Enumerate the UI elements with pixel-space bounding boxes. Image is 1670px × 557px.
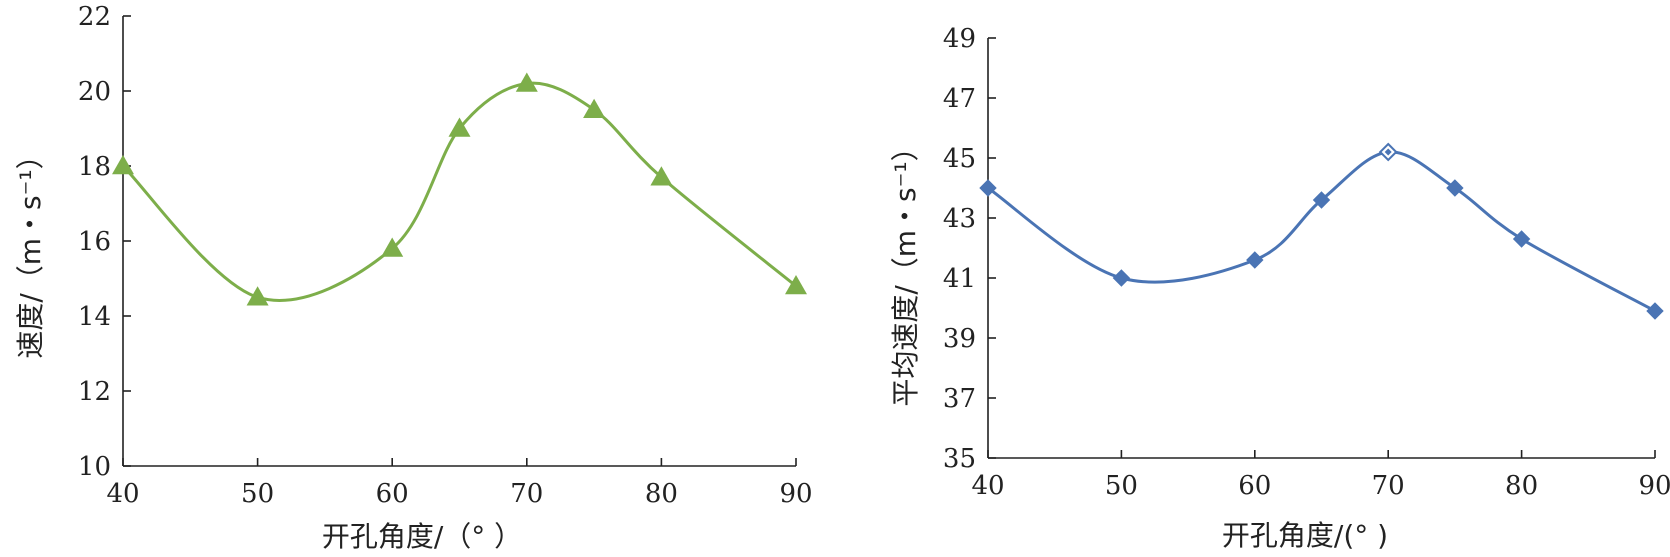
right-y-tick-label: 37 — [943, 384, 976, 414]
left-data-point — [785, 275, 807, 295]
right-data-point — [1646, 302, 1664, 320]
right-data-point — [1112, 269, 1131, 287]
left-x-tick-label: 40 — [106, 479, 139, 509]
right-data-point — [1312, 191, 1331, 209]
right-y-tick-label: 47 — [943, 84, 976, 114]
left-x-tick-label: 50 — [241, 479, 274, 509]
left-x-tick-label: 70 — [510, 479, 543, 509]
right-y-tick-label: 39 — [943, 324, 976, 354]
right-data-point — [979, 179, 997, 197]
right-x-tick-label: 40 — [971, 471, 1004, 501]
right-data-point-center — [1384, 148, 1392, 156]
right-y-tick-label: 43 — [943, 204, 976, 234]
right-x-tick-label: 70 — [1372, 471, 1405, 501]
left-x-tick-label: 90 — [779, 479, 812, 509]
right-x-tick-label: 50 — [1105, 471, 1138, 501]
right-y-tick-label: 45 — [943, 144, 976, 174]
right-data-point — [1246, 251, 1264, 269]
left-chart: 10 12 14 16 18 20 22 40 50 60 70 80 90 开孔角度/（° ） 速度/… — [14, 2, 813, 553]
left-data-point — [583, 98, 606, 118]
right-data-point — [1446, 179, 1464, 197]
left-x-axis-label: 开孔角度/（° ） — [322, 520, 522, 553]
right-series-line — [987, 150, 1656, 313]
right-x-axis-label: 开孔角度/(° ) — [1222, 519, 1388, 552]
left-y-tick-label: 22 — [78, 2, 111, 32]
left-y-tick-label: 18 — [78, 152, 111, 182]
right-chart: 35 37 39 41 43 45 47 49 40 50 60 70 80 90 开孔角度/(° ) 平… — [889, 24, 1670, 552]
left-data-point — [650, 166, 673, 186]
right-data-point — [1512, 230, 1531, 248]
left-data-point — [112, 155, 134, 175]
left-series-line — [121, 81, 797, 302]
right-y-tick-label: 35 — [943, 444, 976, 474]
left-y-tick-label: 14 — [78, 302, 111, 332]
right-y-axis-label: 平均速度/（m・s⁻¹） — [889, 133, 922, 406]
left-y-tick-label: 12 — [78, 377, 111, 407]
left-data-point — [515, 72, 538, 92]
right-y-tick-label: 49 — [943, 24, 976, 54]
left-y-axis-label: 速度/（m・s⁻¹） — [14, 141, 47, 358]
left-y-tick-label: 20 — [78, 77, 111, 107]
left-y-tick-label: 16 — [78, 227, 111, 257]
left-data-point — [381, 237, 404, 257]
left-y-tick-label: 10 — [78, 452, 111, 482]
left-x-tick-label: 80 — [645, 479, 678, 509]
right-x-tick-label: 90 — [1638, 471, 1670, 501]
right-y-tick-label: 41 — [943, 264, 976, 294]
left-data-point — [246, 286, 269, 306]
right-x-tick-label: 60 — [1238, 471, 1271, 501]
left-x-tick-label: 60 — [376, 479, 409, 509]
right-x-tick-label: 80 — [1505, 471, 1538, 501]
left-data-point — [448, 117, 471, 137]
